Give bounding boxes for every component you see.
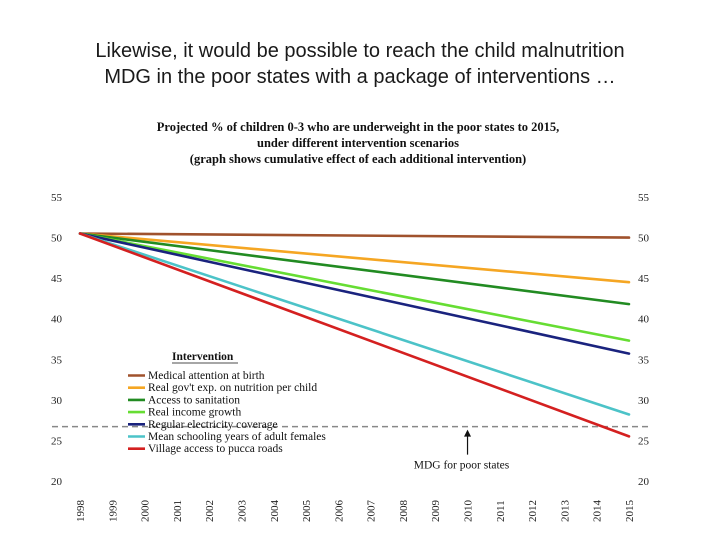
legend-entry: Real gov't exp. on nutrition per child	[148, 382, 317, 394]
y-tick-right: 35	[638, 354, 650, 366]
legend-entry: Real income growth	[148, 407, 242, 419]
mdg-arrow-head	[464, 429, 472, 437]
y-tick-left: 55	[51, 192, 63, 204]
y-tick-left: 20	[51, 476, 63, 488]
y-tick-right: 55	[638, 192, 650, 204]
series-line	[78, 232, 631, 438]
y-tick-left: 30	[51, 395, 63, 407]
x-tick-label: 2013	[559, 500, 571, 523]
series-line	[78, 232, 631, 306]
y-tick-right: 20	[638, 476, 650, 488]
legend-entry: Regular electricity coverage	[148, 419, 278, 431]
x-tick-label: 2003	[236, 500, 248, 523]
x-tick-label: 2000	[140, 500, 152, 523]
x-tick-label: 2008	[398, 500, 410, 523]
chart-title-line-2: under different intervention scenarios	[257, 136, 459, 150]
x-tick-label: 2006	[333, 500, 345, 523]
y-axis-left: 20 25 30 35 40 45 50 55	[51, 192, 63, 488]
series-line	[78, 232, 631, 342]
x-tick-label: 2010	[463, 500, 475, 523]
y-tick-right: 40	[638, 314, 650, 326]
x-tick-label: 2009	[430, 500, 442, 523]
slide-title: Likewise, it would be possible to reach …	[0, 38, 720, 90]
slide-title-line-2: MDG in the poor states with a package of…	[104, 66, 616, 88]
series-lines	[78, 232, 631, 438]
legend-entry: Mean schooling years of adult females	[148, 431, 326, 443]
x-tick-label: 2004	[269, 500, 281, 523]
mdg-label: MDG for poor states	[414, 460, 510, 472]
x-tick-label: 2011	[495, 500, 507, 522]
y-tick-left: 50	[51, 233, 63, 245]
y-tick-right: 25	[638, 435, 650, 447]
underweight-projection-chart: Projected % of children 0-3 who are unde…	[51, 120, 650, 523]
x-tick-label: 1999	[107, 500, 119, 523]
y-tick-left: 45	[51, 273, 63, 285]
x-tick-label: 2012	[527, 500, 539, 522]
x-axis: 1998 1999 2000 2001 2002 2003 2004 2005 2006 2007…	[75, 500, 636, 523]
legend-title: Intervention	[172, 351, 234, 363]
chart-title-line-3: (graph shows cumulative effect of each a…	[190, 152, 526, 166]
x-tick-label: 2007	[366, 500, 378, 523]
y-tick-right: 45	[638, 273, 650, 285]
y-tick-left: 40	[51, 314, 63, 326]
series-line	[78, 232, 631, 355]
chart-title: Projected % of children 0-3 who are unde…	[157, 120, 560, 166]
y-axis-right: 20 25 30 35 40 45 50 55	[638, 192, 650, 488]
y-tick-right: 30	[638, 395, 650, 407]
legend-entry: Medical attention at birth	[148, 370, 265, 382]
x-tick-label: 2014	[592, 500, 604, 523]
x-tick-label: 2001	[172, 500, 184, 522]
series-line	[78, 232, 631, 416]
x-tick-label: 2015	[624, 500, 636, 523]
chart-title-line-1: Projected % of children 0-3 who are unde…	[157, 120, 560, 134]
y-tick-left: 35	[51, 354, 63, 366]
x-tick-label: 2005	[301, 500, 313, 523]
x-tick-label: 2002	[204, 500, 216, 522]
mdg-target: MDG for poor states	[52, 425, 650, 472]
series-line	[78, 232, 631, 239]
series-line	[78, 232, 631, 284]
legend-entry: Village access to pucca roads	[148, 443, 283, 455]
x-tick-label: 1998	[75, 500, 87, 523]
y-tick-right: 50	[638, 233, 650, 245]
legend-entry: Access to sanitation	[148, 394, 240, 406]
slide-title-line-1: Likewise, it would be possible to reach …	[95, 40, 625, 62]
y-tick-left: 25	[51, 435, 63, 447]
